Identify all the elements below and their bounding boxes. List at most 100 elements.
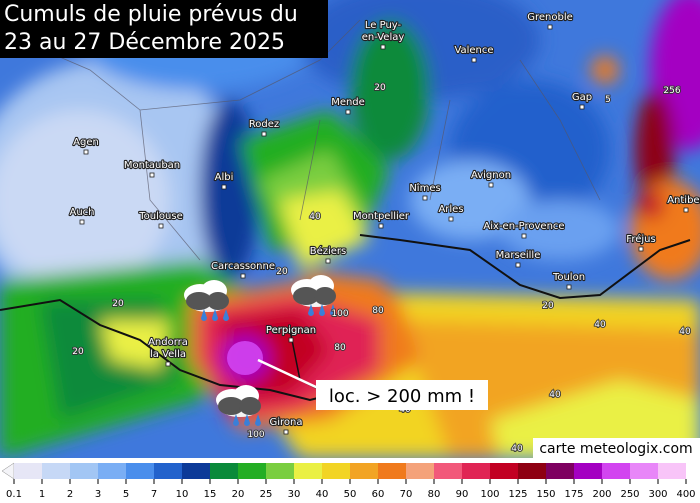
city-label: Valence <box>454 45 493 56</box>
city-marker <box>638 246 644 252</box>
legend-tick-label: 175 <box>564 489 583 500</box>
city-marker <box>488 182 494 188</box>
legend-swatch <box>14 463 42 479</box>
city-marker <box>221 184 227 190</box>
contour-label: 20 <box>72 347 84 357</box>
legend-tick-label: 400 <box>676 489 695 500</box>
legend-swatch <box>70 463 98 479</box>
city-marker <box>79 219 85 225</box>
legend-swatch <box>462 463 490 479</box>
legend-swatch <box>238 463 266 479</box>
contour-label: 40 <box>309 212 321 222</box>
legend-swatch <box>658 463 686 479</box>
legend: 0.1 1 2 3 5 7 10 15 20 25 30 40 50 60 70 80 90 100 125 150 1… <box>6 463 696 500</box>
title: Cumuls de pluie prévus du <box>4 2 298 27</box>
legend-swatch <box>378 463 406 479</box>
contour-label: 256 <box>663 86 680 96</box>
city-label: Toulouse <box>138 211 182 222</box>
city-marker <box>378 223 384 229</box>
city-marker <box>83 149 89 155</box>
credit: carte meteologix.com <box>539 441 692 457</box>
credit-box <box>533 438 700 458</box>
legend-tick-label: 20 <box>232 489 245 500</box>
contour-label: 5 <box>605 95 611 105</box>
contour-label: 100 <box>247 430 264 440</box>
city-label: Andorra <box>148 337 188 348</box>
legend-tick-label: 30 <box>288 489 301 500</box>
city-marker <box>165 361 171 367</box>
legend-swatch <box>266 463 294 479</box>
contour-label: 20 <box>542 301 554 311</box>
legend-tick-label: 50 <box>344 489 357 500</box>
annotation: loc. > 200 mm ! <box>329 386 475 407</box>
city-marker <box>283 429 289 435</box>
contour-label: 40 <box>679 327 691 337</box>
city-label: Carcassonne <box>211 261 275 272</box>
legend-tick-label: 40 <box>316 489 329 500</box>
legend-tick-label: 1 <box>39 489 45 500</box>
contour-label: 40 <box>594 320 606 330</box>
contour-label: 100 <box>331 309 348 319</box>
city-label: en-Velay <box>362 32 405 43</box>
title-box <box>0 0 328 58</box>
city-label: Antibes <box>667 195 700 206</box>
annotation-box <box>316 380 488 410</box>
contour-label: 20 <box>276 267 288 277</box>
legend-swatch <box>42 463 70 479</box>
contour-label: 80 <box>334 343 346 353</box>
city-marker <box>471 57 477 63</box>
legend-swatch <box>630 463 658 479</box>
legend-swatch <box>602 463 630 479</box>
city-label: Arles <box>438 204 463 215</box>
city-marker <box>683 207 689 213</box>
city-label: Béziers <box>310 245 347 257</box>
contour-label: 20 <box>374 83 386 93</box>
city-label: Montauban <box>124 160 180 171</box>
city-label: Fréjus <box>626 233 655 245</box>
legend-tick-label: 0.1 <box>6 489 22 500</box>
legend-swatch <box>322 463 350 479</box>
contour-label: 80 <box>372 306 384 316</box>
legend-tick-label: 80 <box>428 489 441 500</box>
city-marker <box>261 131 267 137</box>
legend-tick-label: 10 <box>176 489 189 500</box>
legend-swatch <box>574 463 602 479</box>
city-label: Avignon <box>471 170 511 181</box>
city-marker <box>325 258 331 264</box>
contour-label: 40 <box>511 444 523 454</box>
legend-tick-label: 90 <box>456 489 469 500</box>
legend-swatch <box>490 463 518 479</box>
legend-tick-label: 70 <box>400 489 413 500</box>
city-label: Nîmes <box>409 182 440 194</box>
city-marker <box>158 223 164 229</box>
legend-tick-label: 15 <box>204 489 217 500</box>
city-label: Aix-en-Provence <box>483 221 564 232</box>
city-label: Girona <box>269 417 302 428</box>
legend-swatch <box>546 463 574 479</box>
city-label: Montpellier <box>353 211 410 222</box>
city-marker <box>149 172 155 178</box>
city-marker <box>288 337 294 343</box>
legend-swatch <box>294 463 322 479</box>
legend-tick-label: 5 <box>123 489 129 500</box>
city-label: Auch <box>69 207 94 218</box>
legend-swatch <box>518 463 546 479</box>
title: 23 au 27 Décembre 2025 <box>4 30 285 55</box>
legend-tick-label: 60 <box>372 489 385 500</box>
legend-swatch <box>182 463 210 479</box>
city-label: la Vella <box>150 349 186 360</box>
legend-tick-label: 3 <box>95 489 101 500</box>
contour-label: 20 <box>112 299 124 309</box>
city-label: Toulon <box>552 272 585 283</box>
city-marker <box>566 284 572 290</box>
city-label: Le Puy- <box>365 20 402 31</box>
contour-label: 40 <box>549 390 561 400</box>
city-marker <box>515 262 521 268</box>
legend-swatch <box>434 463 462 479</box>
legend-swatch <box>210 463 238 479</box>
legend-swatch <box>350 463 378 479</box>
legend-swatch <box>154 463 182 479</box>
legend-tick-label: 7 <box>151 489 157 500</box>
legend-tick-label: 150 <box>536 489 555 500</box>
